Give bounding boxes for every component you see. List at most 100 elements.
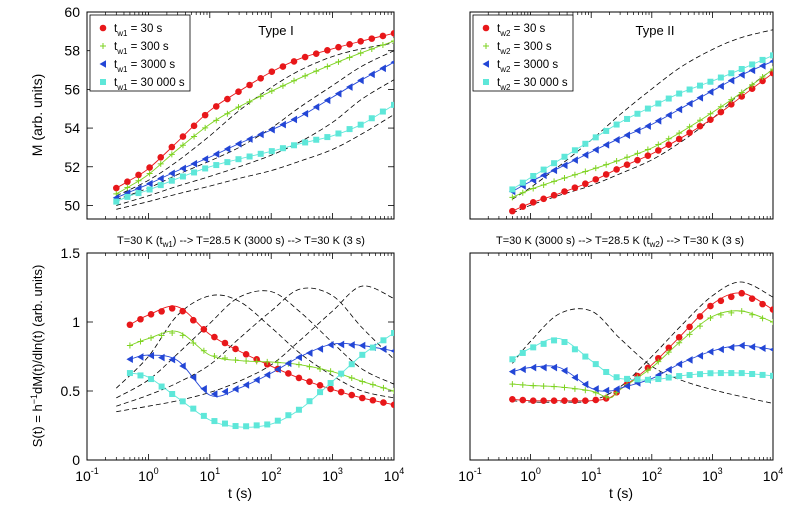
data-point <box>221 339 229 347</box>
data-point <box>368 35 376 42</box>
panel-bottom-left-frame <box>86 252 395 461</box>
series-line <box>512 72 773 212</box>
data-point <box>158 353 165 362</box>
data-point <box>379 64 386 73</box>
plot-area <box>508 29 773 215</box>
data-point <box>305 349 313 357</box>
legend-marker <box>99 60 106 68</box>
data-point <box>324 63 331 70</box>
data-point <box>603 127 610 134</box>
data-point <box>390 401 394 409</box>
data-point <box>313 136 320 143</box>
data-point <box>279 145 286 152</box>
data-point <box>644 376 651 383</box>
data-point <box>717 82 724 91</box>
data-point <box>686 129 693 136</box>
data-point <box>529 363 537 372</box>
data-point <box>169 329 176 336</box>
data-point <box>582 353 589 360</box>
data-point <box>759 77 766 85</box>
data-point <box>179 362 186 370</box>
data-point <box>190 340 197 347</box>
x-tick-label-exponent: 3 <box>338 466 343 476</box>
data-point <box>168 305 176 312</box>
data-point <box>551 383 558 390</box>
reference-curve <box>116 290 394 399</box>
data-point <box>274 359 281 366</box>
x-tick-label-base: 10 <box>200 468 216 484</box>
data-point <box>696 352 704 360</box>
data-point <box>135 177 142 184</box>
data-point <box>665 365 672 374</box>
data-point <box>571 156 578 164</box>
x-tick-label-base: 10 <box>138 468 154 484</box>
data-point <box>581 380 589 389</box>
data-point <box>624 154 631 161</box>
data-point <box>191 169 198 176</box>
legend-label-main: t <box>497 41 501 53</box>
data-point <box>717 108 725 116</box>
data-point <box>291 142 298 149</box>
data-point <box>337 388 345 396</box>
data-point <box>124 184 131 191</box>
data-point <box>561 188 568 195</box>
data-point <box>624 115 631 122</box>
data-point <box>379 32 387 40</box>
data-point <box>253 358 260 365</box>
x-tick-label-exponent: 2 <box>657 466 662 476</box>
legend-label-sub: w1 <box>116 47 128 56</box>
data-point <box>686 123 693 130</box>
data-point <box>655 358 662 365</box>
data-point <box>686 323 693 331</box>
data-point <box>707 370 714 377</box>
ylabel-top: M (arb. units) <box>29 74 45 156</box>
legend-label-main: t <box>114 23 118 35</box>
data-point <box>290 58 298 65</box>
data-point <box>748 343 756 351</box>
data-point <box>391 388 394 394</box>
data-point <box>246 98 253 105</box>
data-point <box>201 111 209 119</box>
data-point <box>263 371 271 379</box>
data-point <box>137 372 144 379</box>
panel-top-right-frame <box>469 11 774 220</box>
data-point <box>146 170 153 177</box>
data-point <box>602 386 610 395</box>
subtitle-left-a: T=30 K (t <box>117 235 163 247</box>
data-point <box>519 349 526 356</box>
x-tick-label: 102 <box>261 466 282 484</box>
data-point <box>665 349 672 356</box>
data-point <box>561 153 568 160</box>
data-point <box>613 385 620 393</box>
data-point <box>706 347 714 356</box>
data-point <box>707 78 714 85</box>
data-point <box>759 300 766 308</box>
data-point <box>592 361 599 368</box>
data-point <box>748 85 756 92</box>
legend-label: tw2 = 30 000 s <box>497 77 568 92</box>
data-point <box>529 397 537 404</box>
data-point <box>592 396 600 404</box>
data-point <box>243 423 250 430</box>
data-point <box>738 65 745 72</box>
data-point <box>390 60 394 65</box>
data-point <box>190 405 197 412</box>
data-point <box>279 120 286 129</box>
x-tick-label-base: 10 <box>322 468 338 484</box>
data-point <box>246 81 253 89</box>
legend-label-sub: w1 <box>116 65 128 74</box>
data-point <box>603 393 610 400</box>
data-point <box>519 365 526 374</box>
data-point <box>540 363 547 372</box>
data-point <box>665 374 672 381</box>
x-tick-label: 101 <box>200 466 221 484</box>
data-point <box>221 387 228 396</box>
series-line <box>512 310 773 399</box>
data-point <box>697 323 704 330</box>
data-point <box>179 173 186 180</box>
data-point <box>697 371 704 378</box>
data-point <box>509 356 516 363</box>
legend-label-tail: = 300 s <box>127 41 168 53</box>
